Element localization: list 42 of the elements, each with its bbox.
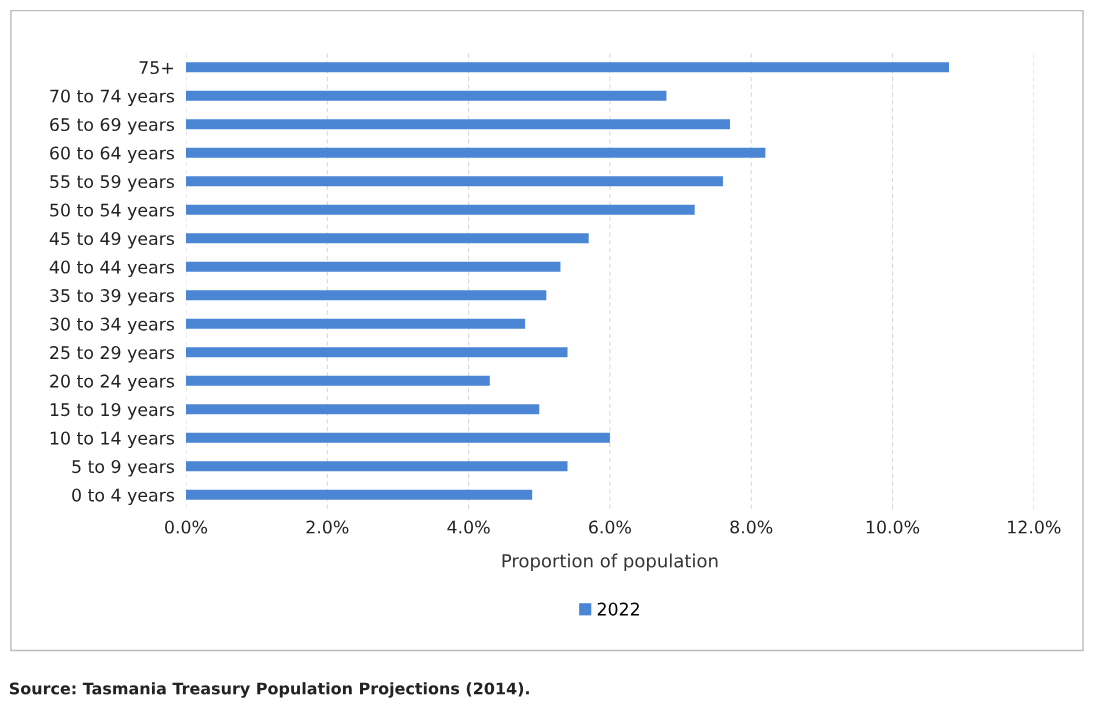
- bar: [185, 176, 723, 187]
- x-axis-title: Proportion of population: [502, 553, 718, 572]
- y-tick-label: 45 to 49 years: [49, 231, 175, 249]
- legend-label: 2022: [597, 602, 639, 616]
- x-tick-label: 10.0%: [866, 520, 920, 534]
- y-tick-label: 50 to 54 years: [50, 203, 175, 220]
- y-tick-label: 70 to 74 years: [50, 89, 175, 106]
- bar: [185, 347, 568, 358]
- x-tick-label: 4.0%: [447, 520, 490, 534]
- x-tick-label: 8.0%: [730, 520, 773, 534]
- source-note: Source: Tasmania Treasury Population Projections (2014).: [9, 682, 529, 698]
- bar: [185, 233, 589, 244]
- x-tick-label: 12.0%: [1008, 520, 1061, 534]
- bar: [185, 404, 540, 415]
- y-tick-label: 25 to 29 years: [50, 346, 175, 363]
- bar: [185, 318, 526, 329]
- bar: [185, 489, 533, 500]
- y-tick-label: 75+: [139, 61, 174, 75]
- y-tick-label: 40 to 44 years: [49, 260, 175, 277]
- bar: [185, 432, 610, 443]
- x-tick-label: 0.0%: [165, 520, 208, 534]
- bar: [185, 461, 568, 472]
- bar: [185, 290, 547, 301]
- y-tick-label: 65 to 69 years: [50, 117, 175, 135]
- y-tick-label: 15 to 19 years: [50, 403, 175, 420]
- bar: [185, 62, 950, 73]
- y-tick-label: 10 to 14 years: [50, 431, 175, 448]
- y-tick-label: 0 to 4 years: [72, 488, 175, 505]
- y-tick-label: 5 to 9 years: [72, 460, 175, 477]
- x-tick-label: 6.0%: [589, 520, 631, 534]
- y-tick-label: 55 to 59 years: [50, 174, 175, 192]
- bar: [185, 375, 490, 386]
- bar: [185, 261, 561, 272]
- bar: [185, 204, 695, 215]
- y-tick-label: 20 to 24 years: [50, 374, 175, 391]
- bar: [185, 90, 667, 101]
- x-tick-label: 2.0%: [306, 520, 349, 534]
- y-tick-label: 60 to 64 years: [50, 146, 175, 163]
- bar: [185, 119, 731, 130]
- y-tick-label: 35 to 39 years: [50, 288, 175, 306]
- y-tick-label: 30 to 34 years: [50, 317, 175, 334]
- bar: [185, 147, 766, 158]
